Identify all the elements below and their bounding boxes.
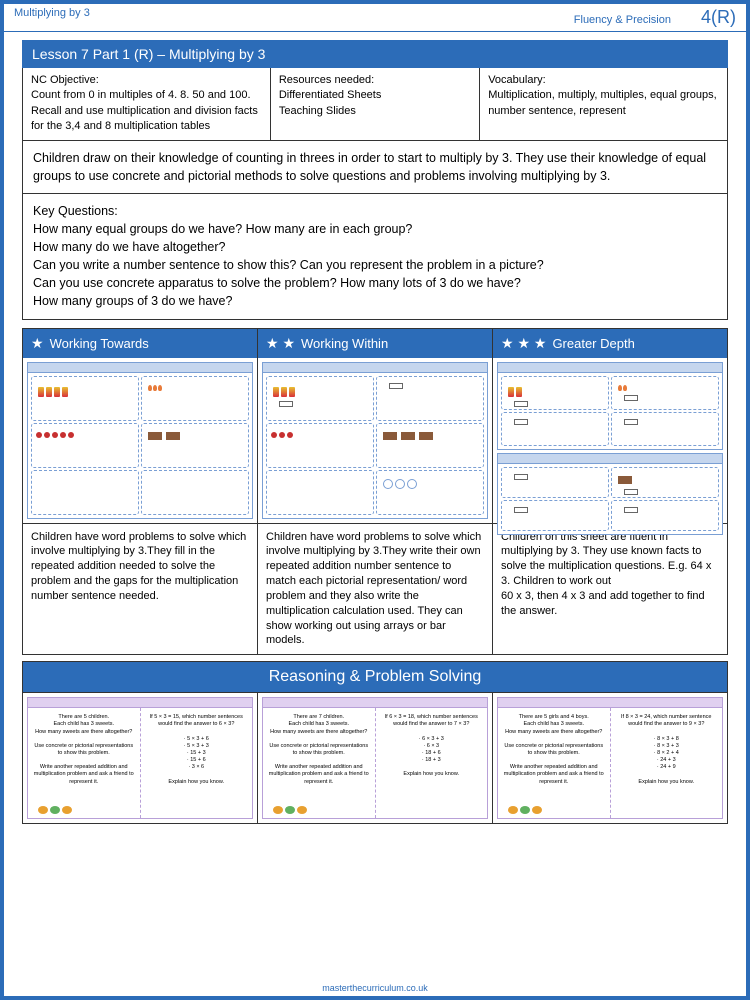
worksheet-thumb [23,358,257,523]
col-greater-depth: ★ ★ ★ Greater Depth [493,328,728,656]
nc-objective: NC Objective: Count from 0 in multiples … [23,68,271,140]
page-header: Multiplying by 3 Fluency & Precision 4(R… [4,4,746,32]
col-desc: Children have word problems to solve whi… [23,523,257,651]
footer-url: masterthecurriculum.co.uk [4,983,746,993]
rps-section: Reasoning & Problem Solving [22,661,728,693]
rps-cell: There are 7 children. Each child has 3 s… [258,693,493,823]
star-icon: ★ ★ ★ [501,335,546,352]
rps-cell: There are 5 children. Each child has 3 s… [23,693,258,823]
worksheet-thumb [493,358,727,523]
rps-title: Reasoning & Problem Solving [23,662,727,692]
vocabulary: Vocabulary: Multiplication, multiply, mu… [480,68,727,140]
col-desc: Children have word problems to solve whi… [258,523,492,655]
worksheet-thumb [258,358,492,523]
section-label: Fluency & Precision [574,14,671,26]
star-icon: ★ [31,335,44,352]
col-working-within: ★ ★ Working Within [258,328,493,656]
topic-title: Multiplying by 3 [14,7,90,28]
star-icon: ★ ★ [266,335,295,352]
lesson-title: Lesson 7 Part 1 (R) – Multiplying by 3 [22,40,728,68]
col-working-towards: ★ Working Towards [22,328,258,656]
col-desc: Children on this sheet are fluent in mul… [493,523,727,651]
intro-text: Children draw on their knowledge of coun… [22,141,728,194]
key-questions: Key Questions: How many equal groups do … [22,194,728,320]
rps-row: There are 5 children. Each child has 3 s… [22,693,728,824]
info-row: NC Objective: Count from 0 in multiples … [22,68,728,141]
resources: Resources needed: Differentiated Sheets … [271,68,480,140]
differentiation-columns: ★ Working Towards [22,328,728,656]
rps-cell: There are 5 girls and 4 boys. Each child… [493,693,727,823]
page-number: 4(R) [701,7,736,28]
